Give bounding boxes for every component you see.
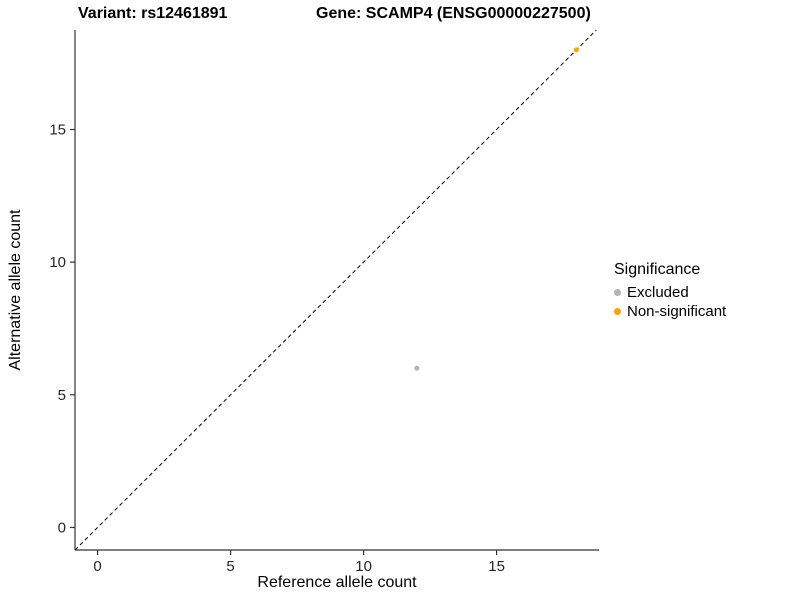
identity-line (74, 29, 597, 551)
legend-entry: Non-significant (614, 302, 726, 321)
x-tick-label: 15 (488, 558, 505, 575)
x-tick-label: 5 (226, 558, 234, 575)
data-point-excluded (414, 365, 420, 371)
data-point-non-significant (573, 47, 579, 53)
y-tick-label: 0 (58, 519, 66, 536)
legend: Significance Excluded Non-significant (614, 261, 726, 321)
legend-entry-label: Non-significant (627, 303, 727, 320)
y-tick-label: 5 (58, 387, 66, 404)
legend-title: Significance (614, 261, 701, 278)
x-axis-label: Reference allele count (257, 574, 417, 591)
plot-title-gene: Gene: SCAMP4 (ENSG00000227500) (316, 5, 591, 22)
plot-title-variant: Variant: rs12461891 (78, 5, 228, 22)
x-tick-label: 10 (355, 558, 372, 575)
legend-entry: Excluded (614, 283, 726, 302)
legend-entry-label: Excluded (627, 284, 689, 301)
y-axis-label: Alternative allele count (7, 209, 24, 371)
y-tick-label: 15 (49, 121, 66, 138)
legend-key-dot-icon (614, 289, 621, 296)
legend-key-dot-icon (614, 308, 621, 315)
y-tick-label: 10 (49, 254, 66, 271)
legend-entries: Excluded Non-significant (614, 283, 726, 321)
x-tick-label: 0 (93, 558, 101, 575)
